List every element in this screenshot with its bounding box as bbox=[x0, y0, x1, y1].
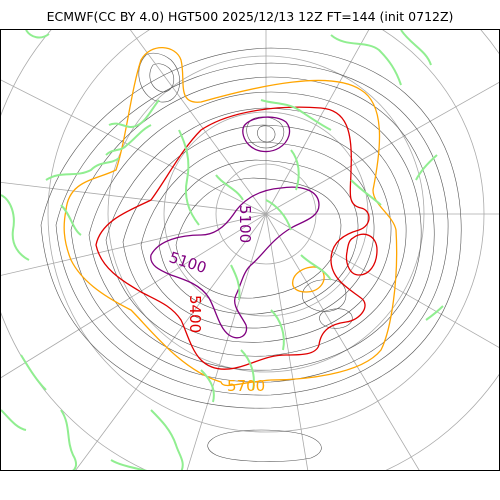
contour-label-5100-a: 5100 bbox=[167, 248, 209, 277]
contour-label-5700: 5700 bbox=[227, 377, 265, 395]
polar-stereographic-map: 5100 5100 5400 5700 bbox=[0, 29, 500, 471]
latitude-circles bbox=[1, 30, 499, 470]
contour-5400-cell bbox=[345, 233, 378, 276]
map-canvas: 5100 5100 5400 5700 bbox=[1, 30, 499, 470]
contour-5100-cell bbox=[242, 116, 291, 153]
coastlines bbox=[1, 30, 444, 470]
contour-5100 bbox=[150, 186, 320, 339]
contour-5700-cell bbox=[291, 266, 325, 293]
meridians bbox=[1, 30, 499, 470]
map-title: ECMWF(CC BY 4.0) HGT500 2025/12/13 12Z F… bbox=[46, 9, 454, 24]
contour-label-5400: 5400 bbox=[186, 295, 204, 333]
contour-5400 bbox=[95, 106, 370, 370]
contour-label-5100-b: 5100 bbox=[236, 205, 254, 243]
height-contours bbox=[40, 47, 462, 462]
contour-5700 bbox=[63, 46, 398, 387]
